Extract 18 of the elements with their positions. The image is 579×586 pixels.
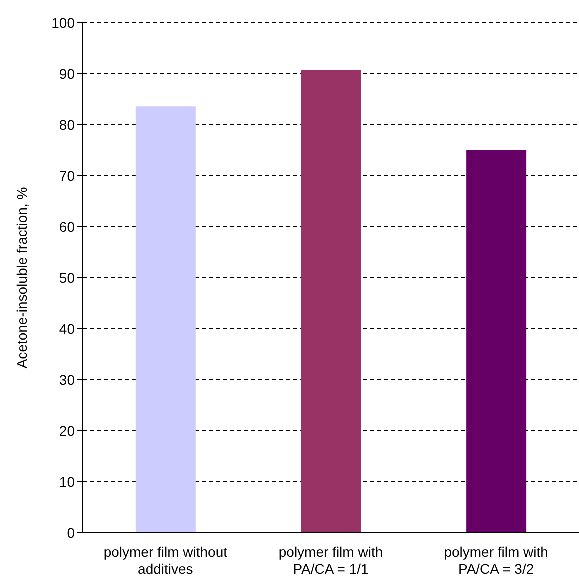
x-tick-label: polymer film without additives <box>104 544 228 577</box>
y-tick-label: 100 <box>52 14 76 31</box>
y-tick-label: 60 <box>59 218 76 235</box>
y-tick-label: 20 <box>59 422 76 439</box>
y-tick-label: 30 <box>59 372 76 388</box>
y-tick-label: 70 <box>59 168 76 184</box>
y-tick-label: 80 <box>59 116 76 133</box>
y-tick-label: 50 <box>59 270 76 286</box>
x-tick-label: polymer film with PA/CA = 3/2 <box>444 544 548 577</box>
bar <box>136 106 196 533</box>
y-tick-label: 40 <box>59 320 76 337</box>
bar <box>301 70 362 533</box>
y-tick-label: 0 <box>67 524 76 541</box>
y-axis-title: Acetone-insoluble fraction, % <box>14 187 30 369</box>
y-tick-label: 90 <box>59 66 76 82</box>
y-tick-label: 10 <box>59 474 76 490</box>
bar <box>466 150 527 533</box>
x-tick-label: polymer film with PA/CA = 1/1 <box>278 544 384 577</box>
